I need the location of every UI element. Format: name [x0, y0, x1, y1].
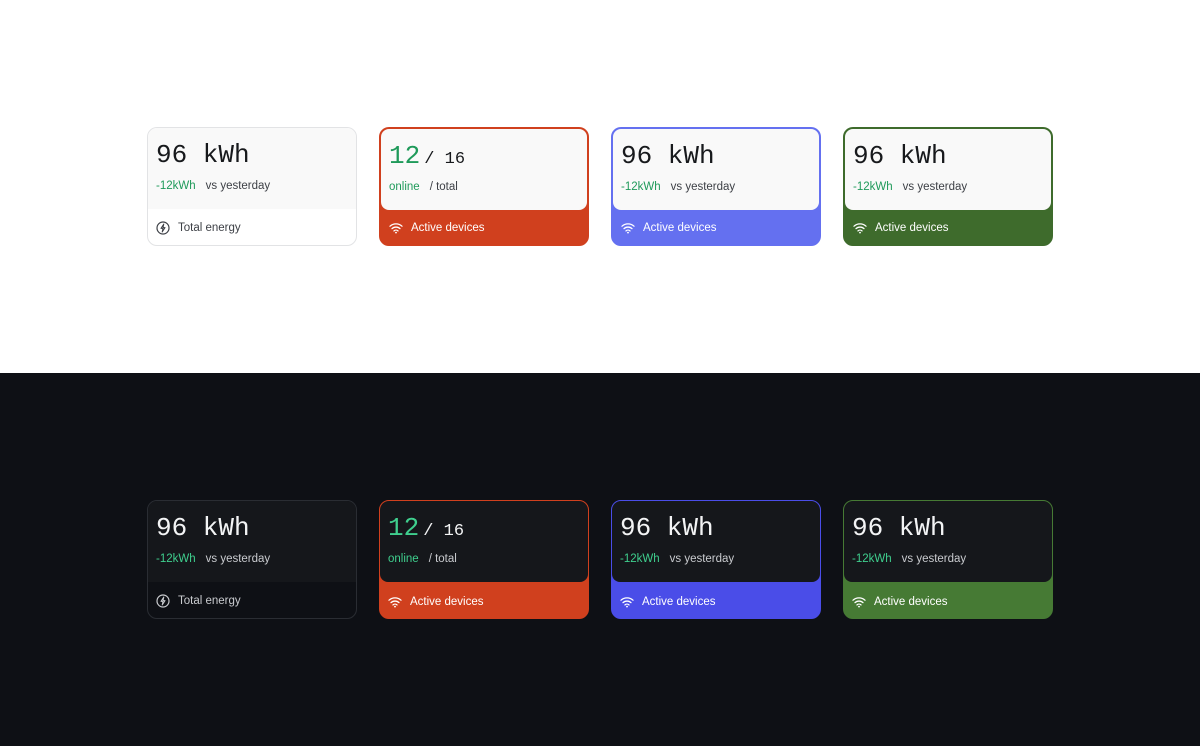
- stat-value: 96 kWh: [620, 513, 714, 543]
- stat-card: 96 kWh -12kWh vs yesterday Active devices: [611, 500, 821, 619]
- card-label: Active devices: [874, 596, 948, 608]
- card-footer: Active devices: [852, 596, 948, 608]
- delta: -12kWh: [853, 181, 893, 193]
- delta: -12kWh: [621, 181, 661, 193]
- card-label: Total energy: [178, 595, 241, 607]
- card-footer: Active devices: [621, 222, 717, 234]
- card-body: 96 kWh -12kWh vs yesterday: [148, 501, 356, 582]
- stat-value: 96 kWh: [156, 140, 250, 170]
- wifi-icon: [852, 597, 866, 608]
- card-label: Active devices: [410, 596, 484, 608]
- delta: online: [389, 181, 420, 193]
- value-text: 96 kWh: [620, 513, 714, 543]
- stat-detail: -12kWh vs yesterday: [620, 553, 734, 565]
- card-footer: Active devices: [853, 222, 949, 234]
- stat-card: 96 kWh -12kWh vs yesterday Active devices: [843, 127, 1053, 246]
- note: / total: [428, 553, 457, 565]
- card-label: Active devices: [643, 222, 717, 234]
- note: vs yesterday: [669, 553, 735, 565]
- value-text: 96 kWh: [621, 141, 715, 171]
- energy-icon: [156, 221, 170, 235]
- note: vs yesterday: [670, 181, 736, 193]
- card-footer: Active devices: [389, 222, 485, 234]
- theme-panel: 96 kWh -12kWh vs yesterday Total energy 12/ …: [0, 373, 1200, 746]
- card-body: 96 kWh -12kWh vs yesterday: [845, 129, 1051, 210]
- card-body: 96 kWh -12kWh vs yesterday: [148, 128, 356, 209]
- stat-value: 96 kWh: [621, 141, 715, 171]
- energy-icon: [156, 594, 170, 608]
- stat-detail: -12kWh vs yesterday: [156, 180, 270, 192]
- delta: -12kWh: [620, 553, 660, 565]
- value-text: 96 kWh: [852, 513, 946, 543]
- stat-value: 96 kWh: [853, 141, 947, 171]
- stat-value: 12/ 16: [389, 141, 465, 171]
- value-text: 12: [389, 141, 421, 171]
- delta: online: [388, 553, 419, 565]
- value-text: 96 kWh: [156, 140, 250, 170]
- note: vs yesterday: [901, 553, 967, 565]
- card-body: 12/ 16 online / total: [380, 501, 588, 582]
- card-footer: Total energy: [156, 594, 241, 608]
- card-label: Total energy: [178, 222, 241, 234]
- value-suffix: / 16: [424, 150, 466, 169]
- note: vs yesterday: [205, 180, 271, 192]
- card-label: Active devices: [411, 222, 485, 234]
- card-label: Active devices: [642, 596, 716, 608]
- delta: -12kWh: [156, 553, 196, 565]
- stat-detail: -12kWh vs yesterday: [852, 553, 966, 565]
- card-body: 96 kWh -12kWh vs yesterday: [612, 501, 820, 582]
- card-body: 12/ 16 online / total: [381, 129, 587, 210]
- stat-card: 12/ 16 online / total Active devices: [379, 500, 589, 619]
- wifi-icon: [388, 597, 402, 608]
- card-footer: Active devices: [388, 596, 484, 608]
- stat-card: 12/ 16 online / total Active devices: [379, 127, 589, 246]
- wifi-icon: [620, 597, 634, 608]
- delta: -12kWh: [156, 180, 196, 192]
- stat-card: 96 kWh -12kWh vs yesterday Active devices: [611, 127, 821, 246]
- wifi-icon: [621, 223, 635, 234]
- stat-detail: -12kWh vs yesterday: [156, 553, 270, 565]
- theme-panel: 96 kWh -12kWh vs yesterday Total energy 12/ …: [147, 127, 1053, 246]
- card-body: 96 kWh -12kWh vs yesterday: [613, 129, 819, 210]
- card-body: 96 kWh -12kWh vs yesterday: [844, 501, 1052, 582]
- card-footer: Total energy: [156, 221, 241, 235]
- delta: -12kWh: [852, 553, 892, 565]
- wifi-icon: [853, 223, 867, 234]
- stat-detail: online / total: [388, 553, 457, 565]
- note: vs yesterday: [205, 553, 271, 565]
- value-text: 12: [388, 513, 420, 543]
- card-footer: Active devices: [620, 596, 716, 608]
- stat-card: 96 kWh -12kWh vs yesterday Active devices: [843, 500, 1053, 619]
- note: vs yesterday: [902, 181, 968, 193]
- value-text: 96 kWh: [853, 141, 947, 171]
- stat-detail: -12kWh vs yesterday: [621, 181, 735, 193]
- note: / total: [429, 181, 458, 193]
- stat-card: 96 kWh -12kWh vs yesterday Total energy: [147, 127, 357, 246]
- stat-value: 96 kWh: [156, 513, 250, 543]
- stat-value: 12/ 16: [388, 513, 464, 543]
- value-text: 96 kWh: [156, 513, 250, 543]
- stat-value: 96 kWh: [852, 513, 946, 543]
- value-suffix: / 16: [423, 522, 465, 541]
- stat-card: 96 kWh -12kWh vs yesterday Total energy: [147, 500, 357, 619]
- wifi-icon: [389, 223, 403, 234]
- card-label: Active devices: [875, 222, 949, 234]
- stat-detail: online / total: [389, 181, 458, 193]
- stat-detail: -12kWh vs yesterday: [853, 181, 967, 193]
